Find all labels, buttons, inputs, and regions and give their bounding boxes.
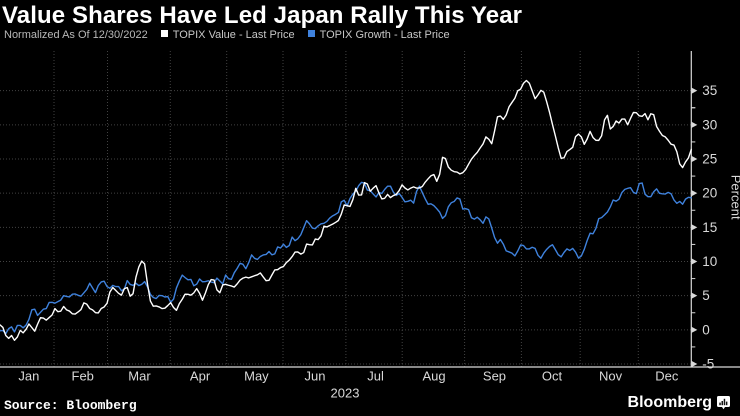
svg-text:Percent: Percent — [728, 175, 740, 220]
svg-text:Jun: Jun — [305, 369, 326, 384]
svg-text:20: 20 — [702, 186, 717, 201]
svg-text:May: May — [244, 369, 269, 384]
svg-text:0: 0 — [702, 322, 710, 337]
svg-text:5: 5 — [702, 288, 710, 303]
svg-text:30: 30 — [702, 117, 717, 132]
svg-text:-5: -5 — [702, 357, 714, 372]
svg-text:10: 10 — [702, 254, 717, 269]
svg-text:Aug: Aug — [422, 369, 445, 384]
svg-text:15: 15 — [702, 220, 717, 235]
svg-text:Jul: Jul — [367, 369, 384, 384]
svg-text:Oct: Oct — [542, 369, 563, 384]
svg-text:Sep: Sep — [483, 369, 506, 384]
svg-text:Jan: Jan — [18, 369, 39, 384]
svg-text:Nov: Nov — [599, 369, 623, 384]
svg-text:25: 25 — [702, 152, 717, 167]
svg-text:Apr: Apr — [190, 369, 211, 384]
svg-text:35: 35 — [702, 83, 717, 98]
svg-text:Feb: Feb — [72, 369, 94, 384]
svg-text:Mar: Mar — [128, 369, 151, 384]
svg-text:2023: 2023 — [331, 386, 360, 401]
svg-text:Dec: Dec — [655, 369, 679, 384]
